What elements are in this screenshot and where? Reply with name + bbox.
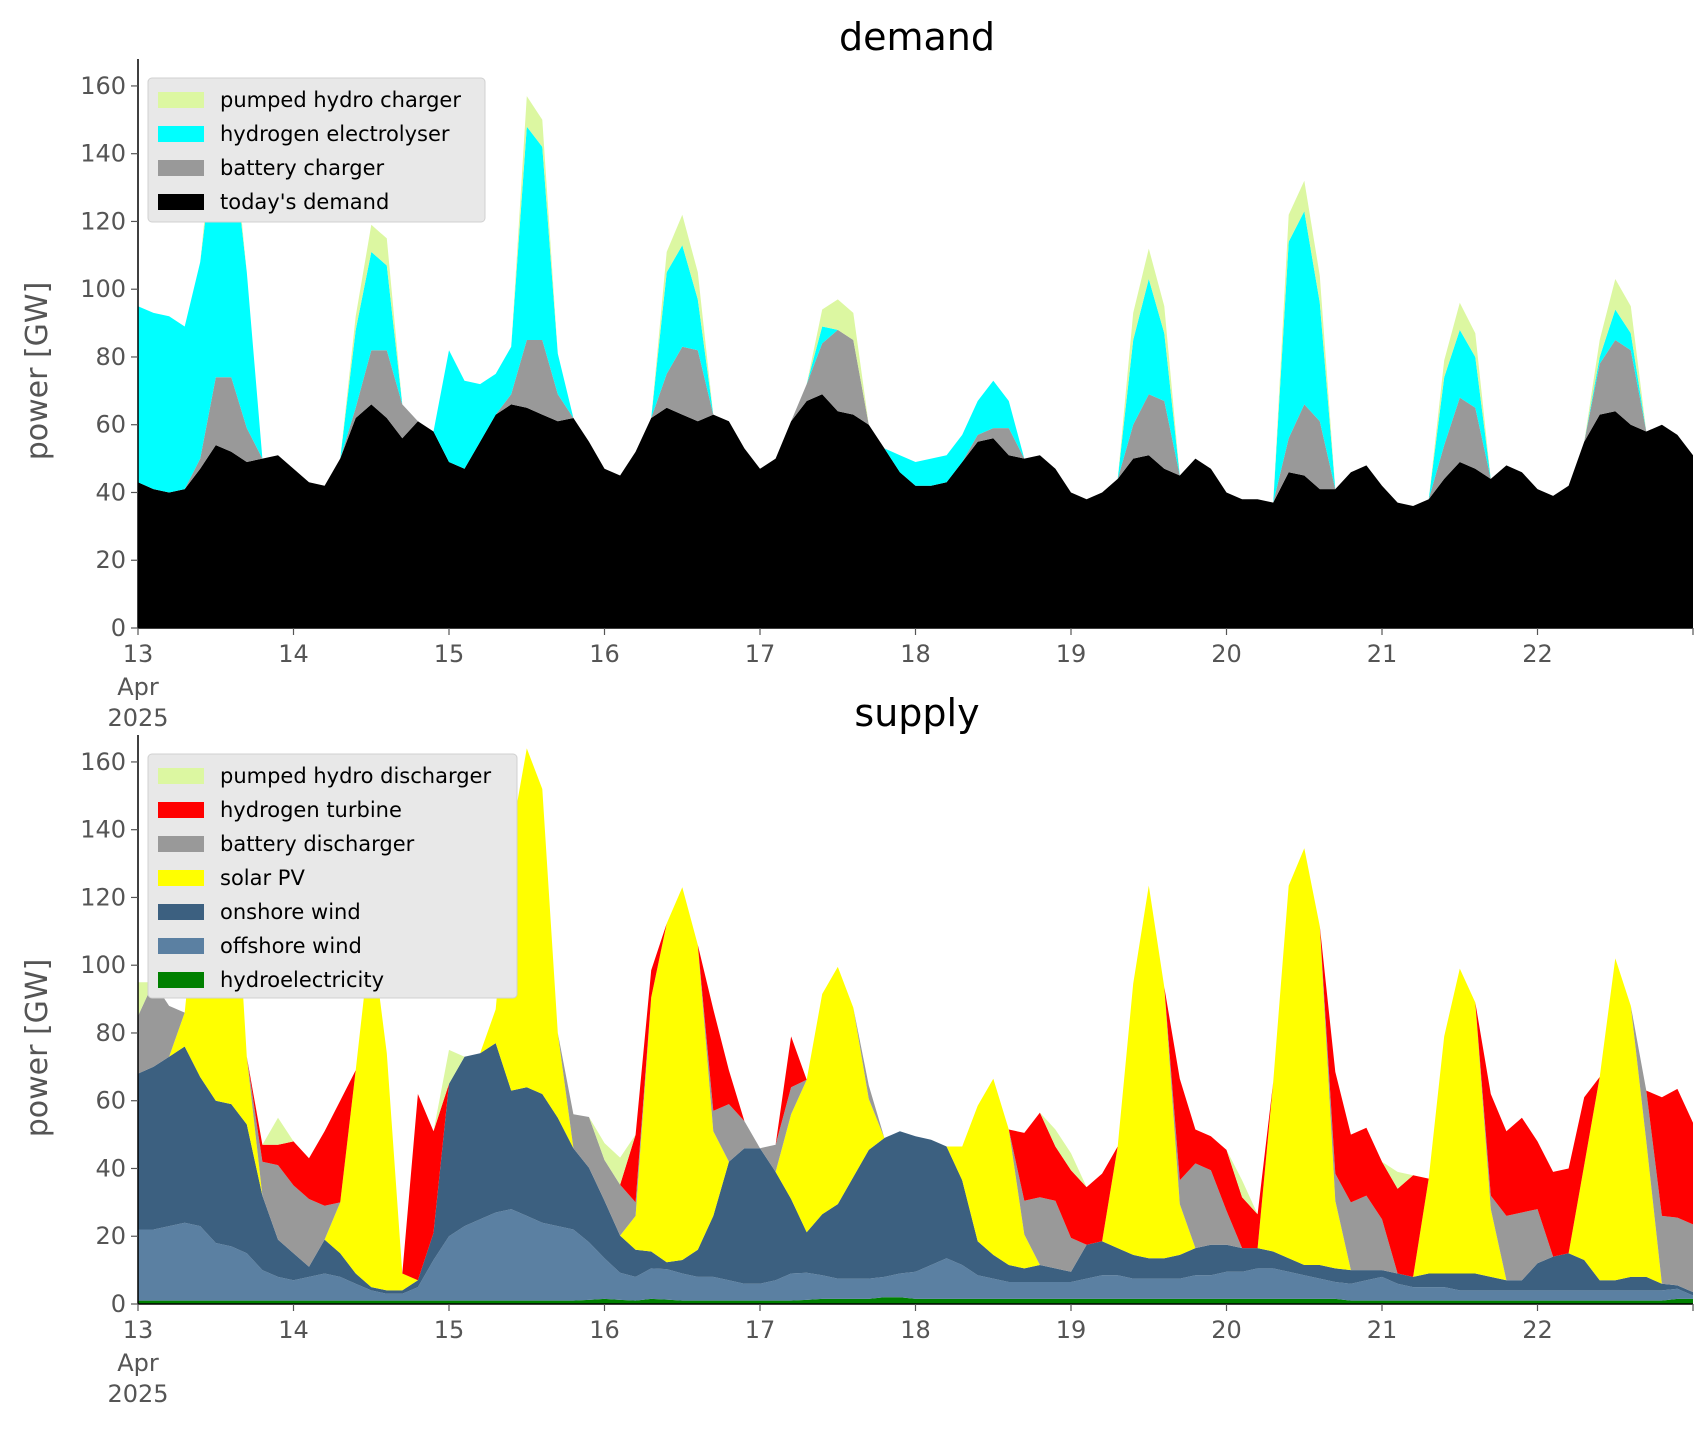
supply-y-tick-label: 120 [80,883,126,911]
supply-areas [138,748,1693,1304]
demand-x-tick-label: 21 [1367,640,1398,668]
supply-x-tick-sublabel: Apr [117,1349,159,1377]
demand-x-tick-label: 15 [434,640,465,668]
demand-y-tick-label: 20 [95,546,126,574]
supply-legend-label-battery-discharger: battery discharger [220,832,415,856]
demand-legend-label-battery-charger: battery charger [220,156,385,180]
supply-legend-label-hydrogen-turbine: hydrogen turbine [220,798,402,822]
demand-x-tick-label: 14 [278,640,309,668]
supply-x-tick-label: 18 [900,1316,931,1344]
supply-area-hydroelectricity [138,1297,1693,1304]
demand-panel: demand power [GW] 0 20 40 60 80 100 120 140 160 1… [20,15,1694,732]
supply-legend-label-onshore-wind: onshore wind [220,900,361,924]
demand-y-tick-label: 40 [95,478,126,506]
demand-x-tick-label: 22 [1522,640,1553,668]
supply-area-battery-discharger [138,748,1693,1293]
supply-x-tick-label: 14 [278,1316,309,1344]
demand-legend: pumped hydro charger hydrogen electrolyse… [147,77,486,223]
demand-y-tick-label: 0 [111,614,126,642]
supply-legend-label-pumped-hydro-discharger: pumped hydro discharger [220,764,491,788]
demand-area-battery-charger [138,329,1693,506]
supply-x-tick-sublabel: 2025 [107,1380,168,1408]
demand-legend-label-hydrogen-electrolyser: hydrogen electrolyser [220,122,450,146]
supply-y-tick-label: 20 [95,1222,126,1250]
demand-legend-swatch-battery-charger [158,160,204,176]
demand-x-tick-label: 20 [1211,640,1242,668]
supply-title: supply [854,691,979,735]
supply-y-tick-label: 0 [111,1290,126,1318]
demand-legend-swatch-today-s-demand [158,194,204,210]
supply-legend-swatch-pumped-hydro-discharger [158,768,204,784]
supply-ticks: 0 20 40 60 80 100 120 140 160 13 14 15 16 17 18 19 20 21 2… [80,748,1694,1408]
supply-area-onshore-wind [138,1043,1693,1296]
supply-x-tick-label: 22 [1522,1316,1553,1344]
supply-y-tick-label: 140 [80,816,126,844]
supply-area-offshore-wind [138,1209,1693,1301]
supply-legend-swatch-hydroelectricity [158,972,204,988]
supply-y-tick-label: 160 [80,748,126,776]
supply-legend-label-hydroelectricity: hydroelectricity [220,968,384,992]
demand-x-tick-label: 17 [745,640,776,668]
demand-x-tick-sublabel: 2025 [107,704,168,732]
demand-legend-box [147,77,486,223]
demand-title: demand [839,15,995,59]
demand-x-tick-label: 18 [900,640,931,668]
supply-y-tick-label: 60 [95,1087,126,1115]
demand-ticks: 0 20 40 60 80 100 120 140 160 13 14 15 16 17 18 19 20 21 2… [80,72,1694,732]
supply-y-tick-label: 80 [95,1019,126,1047]
demand-legend-swatch-hydrogen-electrolyser [158,126,204,142]
demand-legend-label-pumped-hydro-charger: pumped hydro charger [220,88,461,112]
demand-areas [138,96,1693,628]
supply-legend-label-solar-pv: solar PV [220,866,305,890]
demand-area-today-s-demand [138,394,1693,628]
supply-area-solar-pv [138,748,1693,1293]
supply-x-tick-label: 19 [1056,1316,1087,1344]
supply-x-tick-label: 20 [1211,1316,1242,1344]
supply-legend-swatch-offshore-wind [158,938,204,954]
supply-x-tick-label: 17 [745,1316,776,1344]
supply-legend: pumped hydro discharger hydrogen turbine b… [147,753,518,999]
demand-y-tick-label: 100 [80,275,126,303]
demand-x-tick-sublabel: Apr [117,673,159,701]
demand-y-axis-label: power [GW] [20,282,55,461]
demand-legend-swatch-pumped-hydro-charger [158,92,204,108]
supply-legend-box [147,753,518,999]
supply-y-axis-label: power [GW] [20,959,55,1138]
supply-y-tick-label: 100 [80,951,126,979]
supply-legend-label-offshore-wind: offshore wind [220,934,362,958]
supply-panel: supply power [GW] 0 20 40 60 80 100 120 140 160 1… [20,691,1694,1408]
demand-legend-label-today-s-demand: today's demand [220,190,389,214]
demand-x-tick-label: 16 [589,640,620,668]
demand-y-tick-label: 60 [95,411,126,439]
supply-x-tick-label: 16 [589,1316,620,1344]
demand-x-tick-label: 13 [123,640,154,668]
supply-x-tick-label: 21 [1367,1316,1398,1344]
demand-y-tick-label: 140 [80,140,126,168]
demand-area-hydrogen-electrolyser [138,126,1693,506]
demand-y-tick-label: 80 [95,343,126,371]
demand-x-tick-label: 19 [1056,640,1087,668]
demand-y-tick-label: 160 [80,72,126,100]
supply-legend-swatch-battery-discharger [158,836,204,852]
demand-y-tick-label: 120 [80,207,126,235]
supply-legend-swatch-hydrogen-turbine [158,802,204,818]
supply-legend-swatch-solar-pv [158,870,204,886]
supply-legend-swatch-onshore-wind [158,904,204,920]
supply-y-tick-label: 40 [95,1154,126,1182]
supply-x-tick-label: 15 [434,1316,465,1344]
demand-area-pumped-hydro-charger [138,96,1693,506]
supply-x-tick-label: 13 [123,1316,154,1344]
